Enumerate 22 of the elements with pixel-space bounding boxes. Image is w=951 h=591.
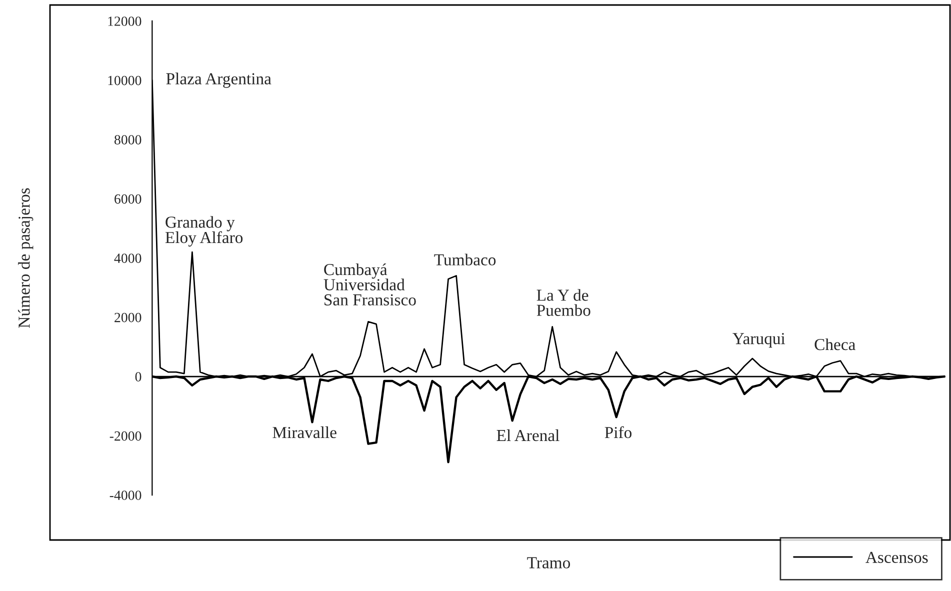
y-tick-label: 10000 — [108, 76, 142, 86]
legend-label: Ascensos — [866, 552, 928, 563]
annotation: El Arenal — [496, 429, 560, 442]
y-axis-title: Número de pasajeros — [18, 188, 34, 328]
annotation: La Y de Puembo — [536, 289, 590, 316]
y-tick-label: 6000 — [114, 194, 142, 204]
y-tick-label: 0 — [135, 372, 142, 382]
y-tick-label: -4000 — [110, 490, 142, 500]
annotation: Granado y Eloy Alfaro — [165, 216, 243, 247]
annotation: Pifo — [604, 426, 632, 438]
y-tick-label: 2000 — [114, 312, 142, 322]
y-tick-label: 4000 — [114, 254, 142, 263]
annotation: Plaza Argentina — [166, 72, 272, 88]
annotation: Cumbayá Universidad San Fransisco — [324, 263, 416, 306]
y-tick-label: -2000 — [110, 431, 142, 441]
y-tick-label: 12000 — [108, 16, 142, 26]
y-tick-label: 8000 — [114, 135, 142, 144]
x-axis-title: Tramo — [527, 557, 570, 568]
annotation: Yaruqui — [732, 333, 786, 348]
annotation: Tumbaco — [434, 254, 496, 266]
annotation: Miravalle — [272, 426, 336, 438]
annotation: Checa — [814, 338, 856, 350]
